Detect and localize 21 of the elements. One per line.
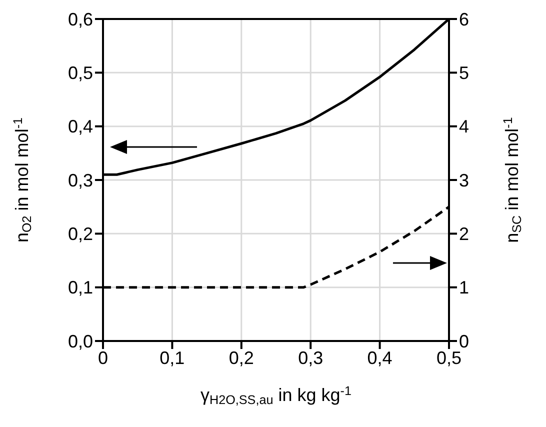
x-tick-label: 0,4 xyxy=(367,348,392,368)
y2-tick-label: 1 xyxy=(459,278,470,298)
x-axis-title: γ$_{H2O,SS,au}$ in kg kg$^{-1}$ xyxy=(200,384,352,408)
x-tick-label: 0,1 xyxy=(160,348,185,368)
y2-tick-label: 0 xyxy=(459,331,470,352)
y-tick-label: 0,6 xyxy=(68,9,93,30)
y-tick-label: 0,0 xyxy=(68,331,93,352)
y2-tick-label: 4 xyxy=(459,116,470,137)
x-tick-label: 0,5 xyxy=(436,348,462,368)
x-tick-label: 0,3 xyxy=(298,348,324,368)
y-tick-label: 0,1 xyxy=(68,278,93,298)
y-tick-label: 0,3 xyxy=(68,170,93,190)
y-tick-label: 0,2 xyxy=(68,224,93,244)
y2-tick-label: 3 xyxy=(459,170,470,190)
y-tick-label: 0,4 xyxy=(68,116,93,137)
y-tick-label: 0,5 xyxy=(68,63,93,84)
x-tick-label: 0 xyxy=(98,348,108,368)
y2-tick-label: 6 xyxy=(459,9,470,30)
x-tick-label: 0,2 xyxy=(228,348,254,368)
y2-tick-label: 5 xyxy=(459,63,470,84)
y2-tick-label: 2 xyxy=(459,224,470,244)
